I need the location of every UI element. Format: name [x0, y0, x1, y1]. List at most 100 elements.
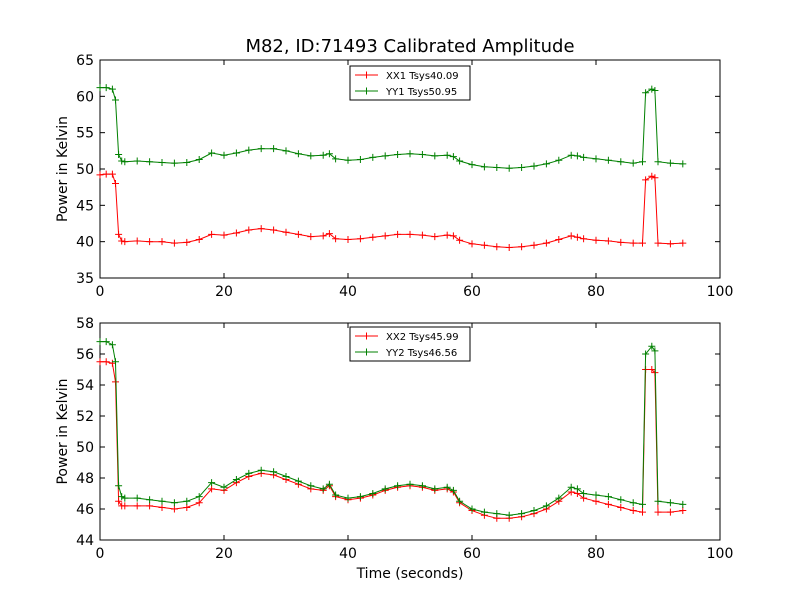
data-point	[518, 164, 526, 172]
data-point	[158, 497, 166, 505]
data-point	[108, 341, 116, 349]
data-point	[449, 232, 457, 240]
data-point	[158, 158, 166, 166]
data-point	[468, 161, 476, 169]
x-tick-label: 0	[96, 284, 105, 300]
x-tick-label: 20	[215, 546, 233, 562]
data-point	[629, 499, 637, 507]
data-point	[580, 153, 588, 161]
data-point	[220, 483, 228, 491]
data-point	[344, 156, 352, 164]
data-point	[108, 359, 116, 367]
data-point	[319, 232, 327, 240]
data-point	[604, 500, 612, 508]
data-point	[679, 239, 687, 247]
data-point	[449, 486, 457, 494]
data-point	[654, 497, 662, 505]
series-line-0	[99, 173, 683, 249]
data-point	[567, 232, 575, 240]
y-tick-label: 48	[76, 471, 94, 487]
data-point	[394, 150, 402, 158]
data-point	[108, 170, 116, 178]
data-point	[170, 159, 178, 167]
data-point	[307, 482, 315, 490]
data-point	[307, 152, 315, 160]
data-point	[102, 338, 110, 346]
data-point	[102, 358, 110, 366]
data-point	[282, 472, 290, 480]
data-point	[639, 500, 646, 508]
data-point	[158, 503, 166, 511]
data-point	[629, 159, 637, 167]
data-point	[121, 502, 129, 510]
data-point	[325, 480, 333, 488]
data-point	[325, 230, 333, 238]
y-axis-label: Power in Kelvin	[55, 378, 71, 484]
y-tick-label: 54	[76, 378, 94, 394]
data-point	[580, 235, 588, 243]
x-tick-label: 100	[707, 546, 734, 562]
data-point	[170, 505, 178, 513]
data-point	[133, 237, 141, 245]
data-point	[381, 232, 389, 240]
data-point	[319, 485, 327, 493]
y-tick-label: 50	[76, 162, 94, 178]
data-point	[654, 158, 662, 166]
data-point	[133, 157, 141, 165]
y-tick-label: 45	[76, 198, 94, 214]
chart-top: 0 20 40 60 80 100 35 40 45 50 55 60 65 Power in Kelvi…	[55, 53, 733, 300]
data-point	[257, 145, 265, 153]
data-point	[102, 170, 110, 178]
data-point	[505, 164, 513, 172]
y-tick-label: 52	[76, 409, 94, 425]
data-point	[115, 230, 123, 238]
data-point	[118, 157, 126, 165]
data-point	[270, 468, 278, 476]
data-point	[480, 163, 488, 171]
legend-label: YY2 Tsys46.56	[385, 348, 457, 359]
data-point	[567, 151, 575, 159]
data-point	[96, 84, 104, 92]
legend-marker	[363, 87, 370, 95]
data-point	[639, 158, 646, 166]
data-point	[332, 235, 340, 243]
legend-box	[349, 65, 471, 101]
data-point	[468, 505, 476, 513]
y-tick-label: 65	[76, 53, 94, 69]
data-point	[294, 477, 302, 485]
x-tick-label: 60	[463, 284, 481, 300]
figure-title: M82, ID:71493 Calibrated Amplitude	[245, 36, 574, 57]
data-point	[220, 231, 228, 239]
data-point	[115, 482, 123, 490]
data-point	[406, 480, 414, 488]
legend-label: YY1 Tsys50.95	[385, 87, 457, 98]
data-point	[183, 503, 191, 511]
data-point	[456, 497, 464, 505]
data-point	[344, 235, 352, 243]
data-point	[651, 174, 659, 182]
data-point	[257, 466, 265, 474]
y-tick-label: 46	[76, 502, 94, 518]
data-point	[493, 510, 501, 518]
data-point	[394, 230, 402, 238]
series-line-0	[100, 361, 683, 519]
data-point	[257, 225, 265, 233]
data-point	[604, 156, 612, 164]
data-point	[245, 226, 253, 234]
data-point	[654, 508, 662, 516]
data-point	[443, 231, 451, 239]
data-point	[592, 497, 600, 505]
data-point	[146, 502, 154, 510]
data-point	[542, 239, 550, 247]
data-point	[381, 152, 389, 160]
data-point	[183, 497, 191, 505]
data-point	[431, 152, 439, 160]
data-point	[208, 479, 216, 487]
data-point	[406, 230, 414, 238]
data-point	[468, 240, 476, 248]
x-axis-label: Time (seconds)	[356, 566, 464, 582]
data-point	[112, 358, 119, 366]
data-point	[195, 156, 203, 164]
data-point	[232, 229, 240, 237]
data-point	[208, 485, 216, 493]
